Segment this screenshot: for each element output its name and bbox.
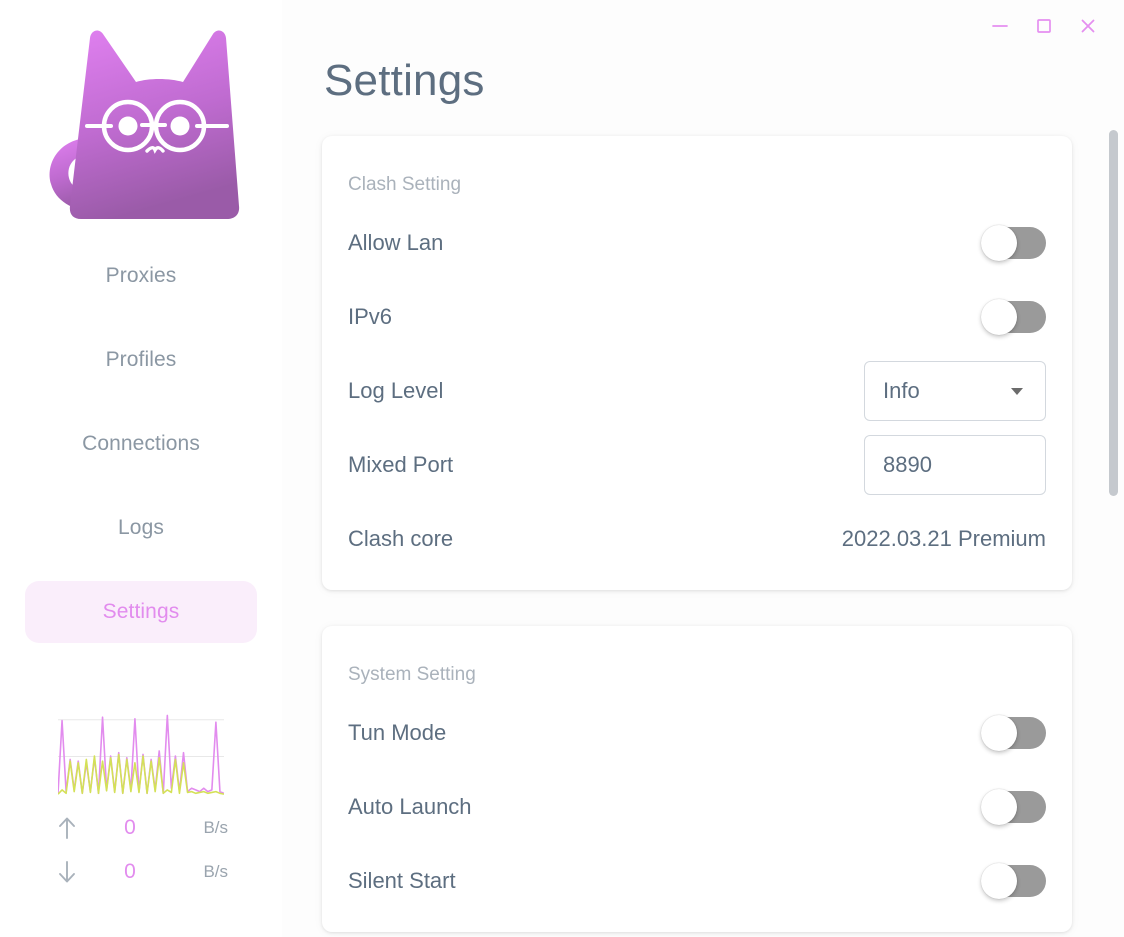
traffic-panel: 0 B/s 0 B/s [25,705,257,885]
maximize-button[interactable] [1022,8,1066,44]
sidebar-item-connections[interactable]: Connections [25,413,257,475]
download-rate-row: 0 B/s [46,859,236,885]
page-title: Settings [324,56,485,105]
setting-row-ipv6: IPv6 [348,280,1046,354]
setting-label: Log Level [348,378,444,403]
upload-rate-unit: B/s [203,818,228,837]
toggle-knob [981,863,1017,899]
system-setting-card: System Setting Tun Mode Auto Launch Sile… [322,626,1072,932]
setting-row-mixed-port: Mixed Port 8890 [348,428,1046,502]
main-scrollbar[interactable] [1109,0,1118,937]
setting-label: Silent Start [348,868,456,893]
sidebar-item-label: Proxies [105,264,177,287]
silent-start-toggle[interactable] [981,863,1046,899]
setting-label: Mixed Port [348,452,454,477]
ipv6-toggle[interactable] [981,299,1046,335]
arrow-down-icon [54,859,80,885]
cat-logo [41,20,241,225]
sidebar-nav: Proxies Profiles Connections Logs Settin… [0,245,282,665]
sidebar-item-label: Profiles [105,348,177,371]
download-rate-unit: B/s [203,862,228,881]
clash-core-version: 2022.03.21 Premium [841,526,1046,551]
mixed-port-input[interactable]: 8890 [864,435,1046,495]
setting-label: IPv6 [348,304,393,329]
toggle-knob [981,715,1017,751]
clash-setting-card: Clash Setting Allow Lan IPv6 Log Level I… [322,136,1072,590]
upload-rate-row: 0 B/s [46,815,236,841]
traffic-sparkline-chart [58,705,224,797]
download-rate-value: 0 [124,860,136,883]
scrollbar-thumb[interactable] [1109,130,1118,496]
toggle-knob [981,225,1017,261]
log-level-select[interactable]: Info [864,361,1046,421]
setting-row-allow-lan: Allow Lan [348,206,1046,280]
card-title: System Setting [348,664,476,685]
log-level-value: Info [883,378,920,403]
minimize-button[interactable] [978,8,1022,44]
close-button[interactable] [1066,8,1110,44]
sidebar-item-label: Logs [118,516,164,539]
sidebar-item-label: Settings [102,600,180,623]
auto-launch-toggle[interactable] [981,789,1046,825]
setting-label: Allow Lan [348,230,444,255]
arrow-up-icon [54,815,80,841]
toggle-knob [981,299,1017,335]
sidebar-item-settings[interactable]: Settings [25,581,257,643]
setting-row-auto-launch: Auto Launch [348,770,1046,844]
sidebar-item-label: Connections [82,432,200,455]
setting-label: Auto Launch [348,794,472,819]
chevron-down-icon [1007,381,1027,401]
setting-label: Tun Mode [348,720,447,745]
toggle-knob [981,789,1017,825]
minimize-icon [989,15,1011,37]
setting-row-tun-mode: Tun Mode [348,696,1046,770]
card-title: Clash Setting [348,174,462,195]
setting-row-silent-start: Silent Start [348,844,1046,918]
upload-rate-value: 0 [124,816,136,839]
sidebar-item-logs[interactable]: Logs [25,497,257,559]
main-content: Settings Clash Setting Allow Lan IPv6 Lo… [282,0,1124,937]
setting-row-log-level: Log Level Info [348,354,1046,428]
allow-lan-toggle[interactable] [981,225,1046,261]
maximize-icon [1033,15,1055,37]
setting-label: Clash core [348,526,454,551]
sidebar-item-profiles[interactable]: Profiles [25,329,257,391]
close-icon [1077,15,1099,37]
sidebar-item-proxies[interactable]: Proxies [25,245,257,307]
window-titlebar [0,0,1124,52]
sidebar: Proxies Profiles Connections Logs Settin… [0,0,282,937]
setting-row-clash-core: Clash core 2022.03.21 Premium [348,502,1046,576]
mixed-port-value: 8890 [883,452,932,477]
tun-mode-toggle[interactable] [981,715,1046,751]
